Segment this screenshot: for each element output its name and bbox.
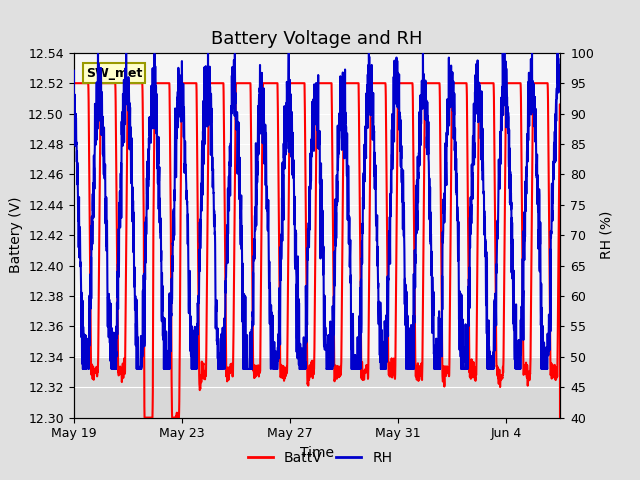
Bar <box>74 357 560 418</box>
Text: SW_met: SW_met <box>86 67 142 80</box>
Y-axis label: Battery (V): Battery (V) <box>8 197 22 274</box>
Y-axis label: RH (%): RH (%) <box>600 211 614 259</box>
Title: Battery Voltage and RH: Battery Voltage and RH <box>211 30 422 48</box>
X-axis label: Time: Time <box>300 446 334 460</box>
Legend: BattV, RH: BattV, RH <box>242 445 398 471</box>
